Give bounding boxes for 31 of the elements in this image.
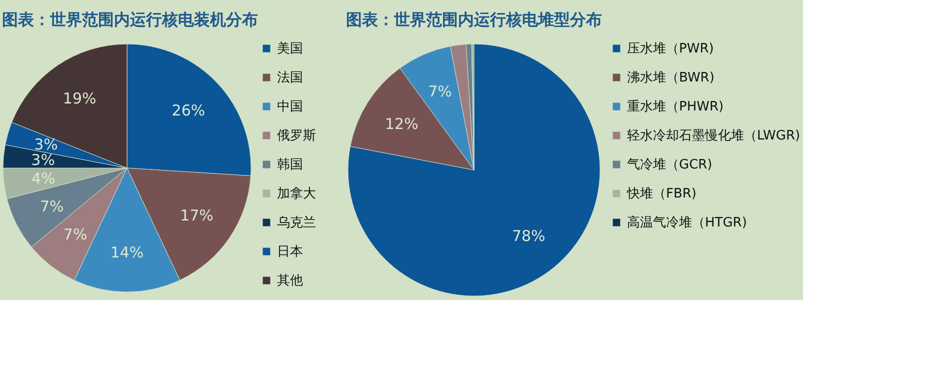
legend-label: 日本 <box>277 244 303 260</box>
pie-slice <box>348 44 600 296</box>
data-label: 78% <box>512 227 546 246</box>
legend-label: 加拿大 <box>277 186 316 202</box>
legend-label: 美国 <box>277 40 303 56</box>
data-label: 12% <box>384 115 418 134</box>
data-label: 3% <box>31 151 55 170</box>
legend-label: 压水堆（PWR) <box>627 42 714 56</box>
data-label: 26% <box>172 101 206 120</box>
legend-label: 轻水冷却石墨慢化堆（LWGR) <box>627 128 800 144</box>
legend-label: 俄罗斯 <box>277 128 316 144</box>
legend-label: 韩国 <box>277 158 303 172</box>
data-label: 4% <box>31 170 56 188</box>
legend-label: 乌克兰 <box>277 216 316 230</box>
legend-label: 沸水堆（BWR) <box>627 70 714 86</box>
chart-title: 图表：世界范围内运行核电装机分布 <box>2 10 258 29</box>
legend-label: 高温气冷堆（HTGR) <box>627 214 747 230</box>
legend-label: 重水堆（PHWR) <box>627 100 724 114</box>
legend-label: 气冷堆（GCR) <box>627 158 712 172</box>
data-label: 14% <box>110 243 144 262</box>
data-label: 17% <box>180 206 214 224</box>
legend-label: 中国 <box>277 100 303 114</box>
data-label: 7% <box>63 226 88 244</box>
legend-label: 其他 <box>277 274 303 288</box>
data-label: 19% <box>62 89 96 108</box>
data-label: 3% <box>34 135 58 154</box>
legend-label: 快堆（FBR) <box>626 186 697 202</box>
data-label: 7% <box>428 82 452 100</box>
chart-title: 图表：世界范围内运行核电堆型分布 <box>346 10 602 29</box>
legend-label: 法国 <box>277 70 303 86</box>
data-label: 7% <box>40 197 64 216</box>
